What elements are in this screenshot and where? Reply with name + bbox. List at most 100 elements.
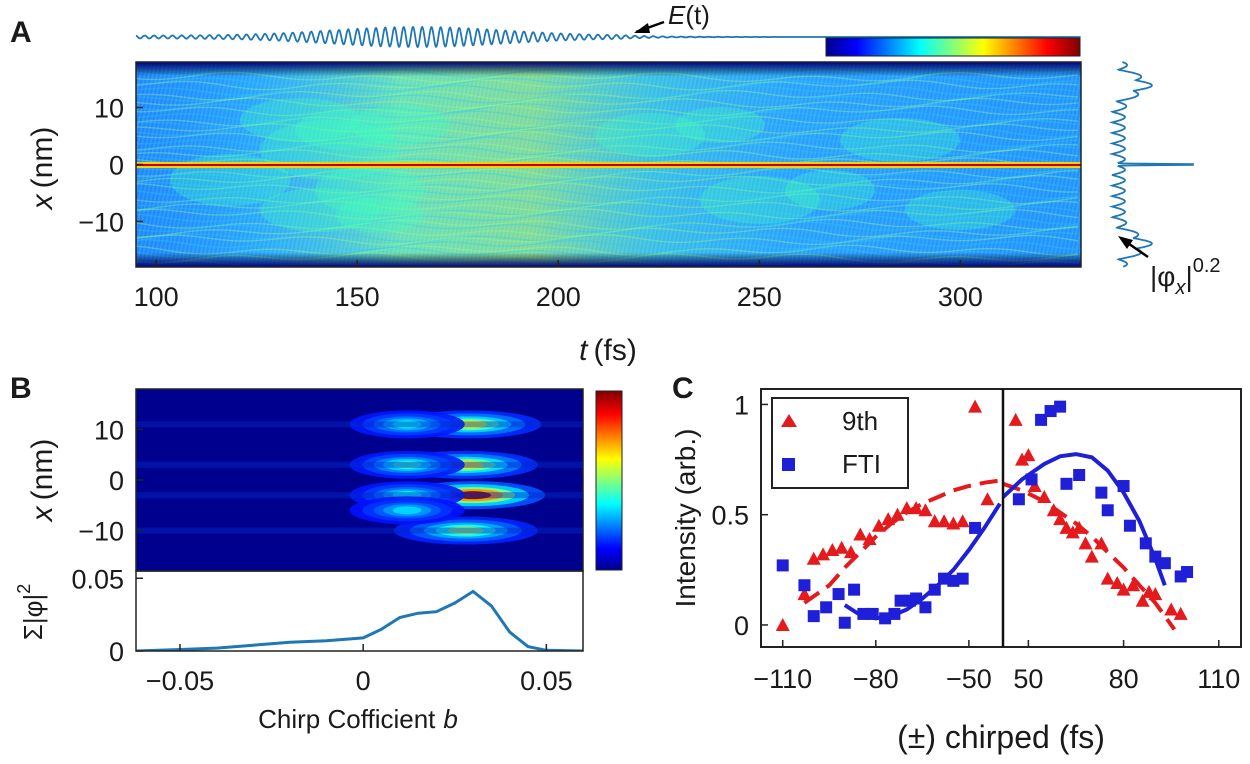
point-9th-left [797, 587, 812, 601]
profile-label: |φx|0.2 [1150, 255, 1221, 299]
point-9th-right [1053, 512, 1068, 526]
ytick-label-b-10: 10 [94, 415, 124, 445]
axes-c-xticks: −110 −80 −50 50 80 110 [753, 640, 1240, 694]
axes-b-sub-ylabel: Σ|φ|2 [14, 584, 48, 640]
point-9th-right [1072, 520, 1087, 534]
point-9th-left [918, 503, 933, 517]
point-fti-right [1117, 480, 1130, 493]
point-9th-right [1021, 448, 1036, 462]
point-9th-left [775, 617, 790, 631]
point-fti-left [807, 610, 820, 623]
xtick-label-a-150: 150 [335, 282, 380, 312]
point-9th-right [1126, 578, 1141, 592]
point-fti-left [947, 574, 960, 587]
xtick-label-c-left--80: −80 [853, 664, 899, 694]
xtick-label-a-250: 250 [737, 282, 782, 312]
point-fti-left [888, 607, 901, 620]
xtick-label-a-200: 200 [536, 282, 581, 312]
point-fti-right [1060, 477, 1073, 490]
point-fti-left [832, 588, 845, 601]
point-fti-left [894, 594, 907, 607]
ytick-label-b-sub-0.05: 0.05 [71, 564, 124, 594]
point-9th-right [1037, 490, 1052, 504]
point-fti-left [919, 601, 932, 614]
point-fti-right [1181, 566, 1194, 579]
ytick-label-a-10: 10 [94, 94, 124, 124]
panel-label-a: A [10, 16, 32, 49]
axes-a-xticks: 100 150 200 250 300 [134, 260, 983, 312]
point-9th-left [816, 547, 831, 561]
xtick-label-a-300: 300 [938, 282, 983, 312]
point-fti-right [1035, 413, 1048, 426]
panel-label-c: C [672, 372, 694, 405]
fit-fti-left [843, 502, 1002, 621]
axes-b-xticks: −0.05 0 0.05 [146, 644, 573, 696]
point-fti-left [798, 579, 811, 592]
heatmap-b [136, 389, 583, 571]
point-9th-left [955, 514, 970, 528]
ytick-label-c-0: 0 [734, 611, 749, 641]
heatmap-b-blob [349, 450, 465, 479]
ytick-label-a--10: −10 [78, 207, 124, 237]
axes-b-yticks: 10 0 −10 [78, 415, 143, 547]
axes-c-ylabel: Intensity (arb.) [670, 429, 701, 608]
point-fti-left [838, 616, 851, 629]
point-9th-right [1148, 587, 1163, 601]
point-9th-left [890, 507, 905, 521]
axes-a-xlabel: t (fs) [579, 334, 637, 367]
point-9th-left [843, 545, 858, 559]
point-9th-right [1135, 593, 1150, 607]
panel-label-b: B [10, 372, 32, 405]
axes-c-frame [760, 388, 1242, 648]
point-9th-left [968, 399, 983, 413]
point-9th-right [1046, 503, 1061, 517]
point-fti-left [776, 559, 789, 572]
point-fti-right [1012, 493, 1025, 506]
point-9th-left [871, 518, 886, 532]
point-9th-left [853, 527, 868, 541]
point-9th-left [899, 501, 914, 515]
xtick-label-c-right-110: 110 [1197, 664, 1240, 694]
field-trace-label: E(t) [668, 0, 710, 30]
point-9th-left [834, 540, 849, 554]
point-9th-left [806, 551, 821, 565]
point-9th-left [881, 512, 896, 526]
point-9th-right [1173, 606, 1188, 620]
legend-marker-fti [782, 458, 795, 471]
ytick-label-b-sub-0: 0 [109, 637, 124, 667]
panel-b: 10 0 −10 x(nm) −0.05 0 0.05 0.05 0 Σ|φ|2 Chir… [14, 388, 623, 734]
scatter-points [775, 399, 1194, 631]
axes-b-ylabel: x(nm) [26, 439, 59, 524]
point-fti-right [1123, 519, 1136, 532]
legend-label-9th: 9th [842, 406, 878, 436]
profile-arrowhead [1118, 236, 1133, 249]
point-9th-left [909, 501, 924, 515]
colorbar-a [825, 37, 1081, 57]
sum-phi-line [136, 589, 583, 651]
point-9th-right [1015, 452, 1030, 466]
point-9th-left [937, 514, 952, 528]
point-fti-left [928, 583, 941, 596]
xtick-label-c-right-80: 80 [1109, 664, 1139, 694]
point-fti-right [1095, 486, 1108, 499]
point-9th-right [1100, 571, 1115, 585]
panel-c: −110 −80 −50 50 80 110 10.50 Intensity (arb.)… [670, 388, 1242, 755]
point-9th-left [862, 531, 877, 545]
profile-trace [1108, 61, 1194, 268]
point-fti-right [1149, 550, 1162, 563]
point-fti-right [1101, 504, 1114, 517]
point-fti-right [1158, 557, 1171, 570]
point-9th-right [1164, 602, 1179, 616]
point-9th-right [1094, 536, 1109, 550]
heatmap-b-blob [349, 496, 465, 525]
heatmap-a [136, 62, 1081, 267]
point-9th-right [1110, 576, 1125, 590]
heatmap-b-blob [393, 516, 538, 545]
point-fti-left [848, 583, 861, 596]
legend-c: 9th FTI [771, 397, 909, 489]
field-trace [135, 25, 1081, 49]
point-fti-left [938, 572, 951, 585]
axes-c-xlabel: (±) chirped (fs) [897, 719, 1105, 755]
point-fti-left [969, 521, 982, 534]
